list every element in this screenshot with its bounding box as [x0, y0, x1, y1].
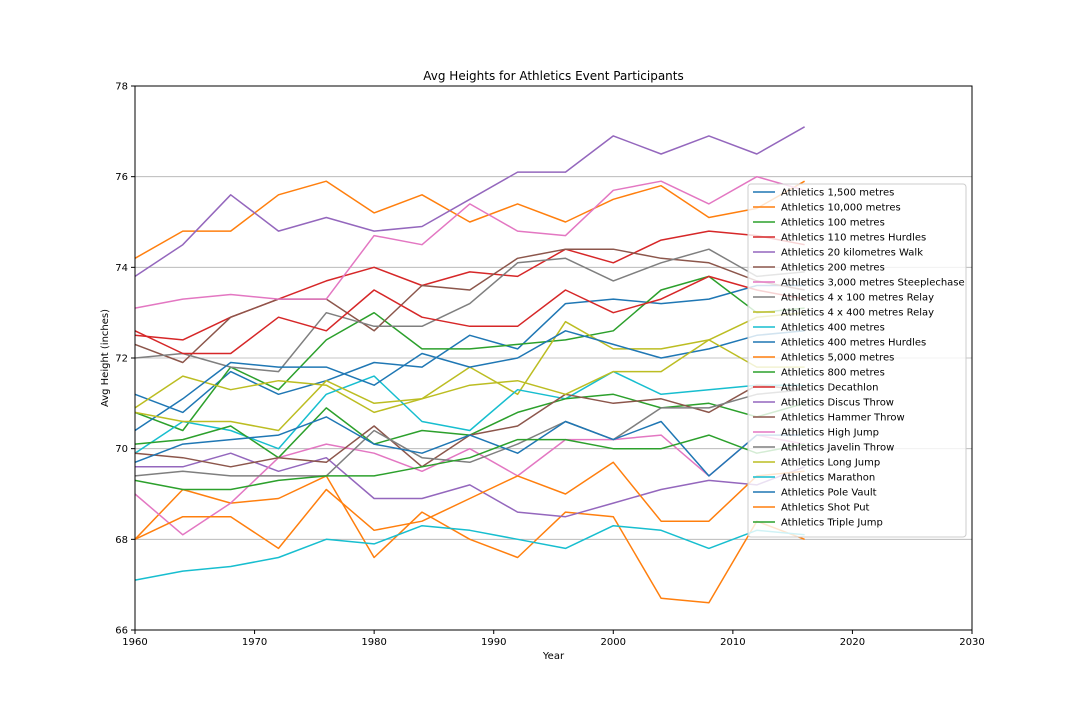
x-axis-label: Year — [542, 651, 565, 662]
series-line-3 — [134, 275, 805, 432]
y-tick-label: 66 — [115, 626, 128, 637]
legend-label: Athletics 100 metres — [781, 218, 885, 229]
x-tick-label: 2010 — [720, 637, 745, 648]
x-axis-ticks: 1960 1970 1980 1990 2000 2010 2020 2030 — [122, 630, 985, 648]
legend-label: Athletics 5,000 metres — [781, 353, 894, 364]
legend-label: Athletics Long Jump — [781, 458, 880, 469]
x-tick-label: 1980 — [361, 637, 386, 648]
legend-box — [747, 183, 967, 538]
legend-label: Athletics 110 metres Hurdles — [781, 233, 926, 244]
legend: Athletics 1,500 metres Athletics 10,000 m… — [747, 183, 967, 538]
y-tick-label: 72 — [115, 354, 128, 365]
series-line-22 — [134, 461, 805, 550]
x-tick-label: 1970 — [242, 637, 267, 648]
series-line-6 — [134, 248, 805, 364]
legend-label: Athletics 200 metres — [781, 263, 885, 274]
y-tick-label: 78 — [115, 82, 128, 93]
legend-label: Athletics High Jump — [781, 428, 879, 439]
legend-label: Athletics Triple Jump — [781, 518, 883, 529]
series-line-5 — [135, 452, 805, 518]
legend-label: Athletics 3,000 metres Steeplechase — [781, 278, 965, 289]
series-line-21 — [134, 416, 805, 477]
series-line-17 — [134, 175, 805, 309]
chart-title: Avg Heights for Athletics Event Particip… — [423, 69, 684, 83]
series-line-23 — [134, 434, 805, 491]
y-tick-label: 70 — [115, 444, 128, 455]
y-tick-label: 76 — [115, 172, 128, 183]
series-line-11 — [134, 330, 805, 432]
legend-label: Athletics Javelin Throw — [781, 443, 894, 454]
y-axis-ticks: 66 68 70 72 74 76 78 — [115, 82, 135, 637]
series-line-19 — [134, 339, 805, 432]
legend-label: Athletics 400 metres — [781, 323, 885, 334]
legend-label: Athletics 20 kilometres Walk — [781, 248, 923, 259]
series-line-15 — [134, 126, 805, 278]
x-tick-label: 2000 — [601, 637, 626, 648]
legend-label: Athletics Decathlon — [781, 383, 878, 394]
series-lines — [134, 126, 805, 604]
legend-label: Athletics Hammer Throw — [781, 413, 905, 424]
series-line-1 — [134, 284, 805, 414]
series-line-20 — [134, 524, 805, 581]
legend-label: Athletics Pole Vault — [781, 488, 877, 499]
series-line-8 — [134, 248, 805, 373]
legend-label: Athletics 4 x 100 metres Relay — [781, 293, 934, 304]
series-line-12 — [134, 180, 805, 259]
x-tick-label: 2020 — [840, 637, 865, 648]
series-line-2 — [134, 475, 805, 604]
legend-label: Athletics 400 metres Hurdles — [781, 338, 926, 349]
y-tick-label: 68 — [115, 535, 128, 546]
y-axis-label: Avg Height (inches) — [100, 309, 111, 407]
legend-label: Athletics 1,500 metres — [781, 188, 894, 199]
x-tick-label: 2030 — [959, 637, 984, 648]
legend-label: Athletics Discus Throw — [781, 398, 894, 409]
legend-label: Athletics 10,000 metres — [781, 203, 901, 214]
series-line-14 — [134, 275, 805, 355]
legend-label: Athletics Shot Put — [781, 503, 870, 514]
legend-label: Athletics 800 metres — [781, 368, 885, 379]
x-tick-label: 1960 — [122, 637, 147, 648]
series-line-7 — [134, 434, 805, 536]
y-tick-label: 74 — [115, 263, 128, 274]
legend-label: Athletics Marathon — [781, 473, 875, 484]
x-tick-label: 1990 — [481, 637, 506, 648]
series-line-18 — [134, 388, 805, 477]
legend-label: Athletics 4 x 400 metres Relay — [781, 308, 934, 319]
